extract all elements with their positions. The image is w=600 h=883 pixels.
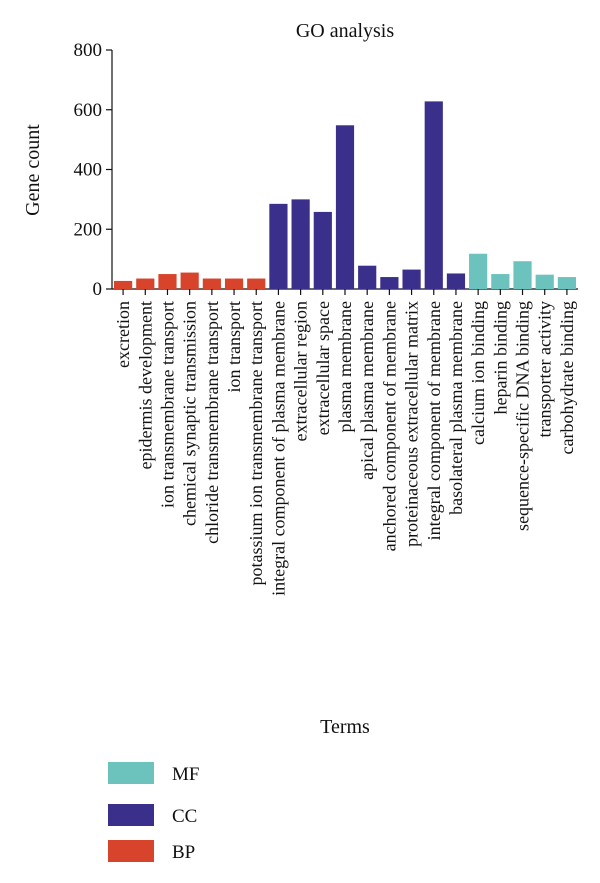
x-tick-label: chloride transmembrane transport (202, 301, 222, 544)
x-tick-label: chemical synaptic transmission (180, 301, 200, 526)
x-tick-label: epidermis development (135, 301, 155, 469)
legend-swatch-cc (108, 804, 154, 826)
bar-cc (380, 277, 399, 289)
x-tick-label: calcium ion binding (468, 301, 488, 445)
bars (112, 101, 578, 295)
x-tick-label: extracellular space (313, 301, 333, 435)
y-axis-title: Gene count (22, 124, 44, 216)
x-tick-label: ion transmembrane transport (157, 301, 177, 508)
bar-bp (158, 274, 177, 289)
x-tick-label: carbohydrate binding (557, 301, 577, 454)
legend-label-cc: CC (172, 806, 197, 827)
x-tick-label: potassium ion transmembrane transport (246, 301, 266, 585)
bar-cc (313, 211, 332, 289)
x-tick-label: excretion (113, 301, 133, 368)
y-axis: 0 200 400 600 800 (74, 40, 113, 300)
bar-mf (513, 261, 532, 289)
y-tick-label: 0 (93, 279, 103, 300)
y-tick-label: 800 (74, 40, 103, 61)
x-tick-label: basolateral plasma membrane (446, 301, 466, 515)
x-tick-label: apical plasma membrane (357, 301, 377, 480)
bar-bp (202, 278, 221, 289)
bar-bp (224, 278, 244, 289)
bar-bp (180, 272, 199, 289)
bar-mf (557, 277, 577, 289)
x-tick-label: integral component of membrane (424, 301, 444, 540)
y-tick-label: 200 (74, 219, 103, 240)
x-tick-label: transporter activity (535, 301, 555, 437)
y-tick-label: 400 (74, 160, 103, 181)
bar-cc (291, 199, 310, 289)
bar-bp (113, 280, 133, 289)
bar-cc (269, 203, 288, 289)
x-tick-label: sequence-specific DNA binding (513, 301, 533, 531)
x-tick-label: proteinaceous extracellular matrix (402, 301, 422, 547)
legend-swatch-bp (108, 840, 154, 862)
bar-cc (424, 101, 443, 289)
legend-swatch-mf (108, 762, 154, 784)
x-tick-label: heparin binding (490, 301, 510, 414)
x-tick-label: ion transport (224, 301, 244, 393)
bar-cc (358, 265, 377, 289)
bar-cc (402, 269, 421, 289)
x-tick-label: extracellular region (291, 301, 311, 441)
bar-bp (247, 278, 266, 289)
legend: MF CC BP (108, 762, 199, 863)
bar-mf (491, 274, 510, 289)
x-axis-tick-labels: excretion epidermis development ion transm… (113, 301, 577, 596)
bar-bp (136, 278, 155, 289)
x-axis-title: Terms (320, 716, 370, 738)
x-tick-label: plasma membrane (335, 301, 355, 432)
bar-cc (446, 273, 466, 289)
y-tick-label: 600 (74, 100, 103, 121)
bar-cc (335, 125, 355, 289)
bar-mf (535, 274, 554, 289)
legend-label-bp: BP (172, 842, 195, 863)
bar-mf (469, 253, 488, 289)
legend-label-mf: MF (172, 764, 199, 785)
chart-title: GO analysis (296, 20, 395, 42)
x-tick-label: integral component of plasma membrane (268, 301, 288, 596)
x-tick-label: anchored component of membrane (379, 301, 399, 551)
